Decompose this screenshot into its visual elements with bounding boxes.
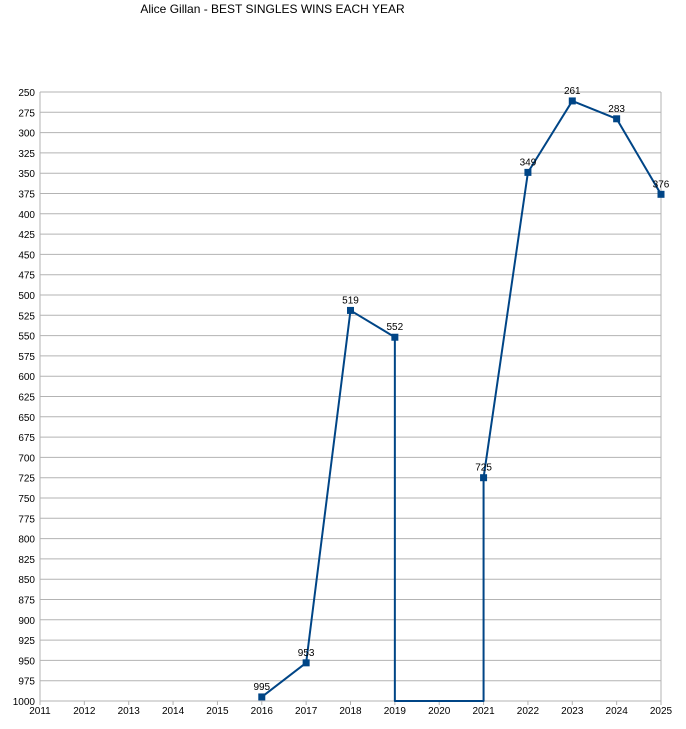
data-point: [657, 190, 665, 198]
y-tick-label: 325: [18, 149, 35, 160]
y-tick-label: 800: [18, 535, 35, 546]
y-tick-label: 375: [18, 190, 35, 201]
data-label: 261: [564, 86, 581, 97]
data-label: 552: [387, 322, 404, 333]
x-tick-label: 2024: [606, 706, 629, 717]
y-tick-label: 725: [18, 474, 35, 485]
y-tick-label: 875: [18, 596, 35, 607]
y-tick-label: 600: [18, 372, 35, 383]
x-tick-label: 2016: [251, 706, 274, 717]
y-tick-label: 500: [18, 291, 35, 302]
y-tick-label: 625: [18, 393, 35, 404]
y-tick-label: 250: [18, 88, 35, 99]
y-tick-label: 700: [18, 453, 35, 464]
data-point: [480, 474, 488, 482]
data-label: 725: [475, 463, 492, 474]
x-tick-label: 2023: [561, 706, 584, 717]
data-point: [568, 97, 576, 105]
y-tick-label: 650: [18, 413, 35, 424]
data-label: 376: [653, 179, 670, 190]
data-label: 953: [298, 648, 315, 659]
data-label: 349: [520, 157, 537, 168]
y-tick-label: 450: [18, 250, 35, 261]
y-tick-label: 850: [18, 575, 35, 586]
y-tick-label: 975: [18, 677, 35, 688]
y-tick-label: 950: [18, 656, 35, 667]
y-tick-label: 475: [18, 271, 35, 282]
y-tick-label: 300: [18, 129, 35, 140]
x-tick-label: 2019: [384, 706, 407, 717]
y-tick-label: 825: [18, 555, 35, 566]
x-tick-label: 2018: [339, 706, 362, 717]
x-tick-label: 2020: [428, 706, 451, 717]
x-tick-label: 2011: [29, 706, 51, 717]
y-tick-label: 350: [18, 169, 35, 180]
series-line: [261, 99, 662, 702]
data-point: [258, 693, 266, 701]
y-tick-label: 900: [18, 616, 35, 627]
y-tick-label: 550: [18, 332, 35, 343]
x-tick-label: 2025: [650, 706, 673, 717]
data-label: 995: [253, 682, 270, 693]
x-tick-label: 2022: [517, 706, 540, 717]
y-tick-label: 525: [18, 311, 35, 322]
y-tick-label: 675: [18, 433, 35, 444]
data-label: 519: [342, 295, 359, 306]
y-tick-label: 400: [18, 210, 35, 221]
x-tick-label: 2015: [206, 706, 229, 717]
data-point: [391, 333, 399, 341]
x-tick-label: 2012: [73, 706, 96, 717]
y-tick-label: 925: [18, 636, 35, 647]
data-point: [302, 659, 310, 667]
y-tick-label: 775: [18, 514, 35, 525]
x-tick-label: 2014: [162, 706, 185, 717]
data-label: 283: [608, 104, 625, 115]
y-tick-label: 575: [18, 352, 35, 363]
y-tick-label: 275: [18, 108, 35, 119]
data-point: [524, 168, 532, 176]
y-tick-label: 750: [18, 494, 35, 505]
y-tick-label: 425: [18, 230, 35, 241]
x-tick-label: 2021: [472, 706, 495, 717]
y-tick-label: 1000: [13, 697, 36, 708]
x-tick-label: 2017: [295, 706, 318, 717]
chart-title: Alice Gillan - BEST SINGLES WINS EACH YE…: [140, 2, 405, 16]
data-point: [613, 115, 621, 123]
data-point: [347, 306, 354, 314]
x-tick-label: 2013: [118, 706, 141, 717]
